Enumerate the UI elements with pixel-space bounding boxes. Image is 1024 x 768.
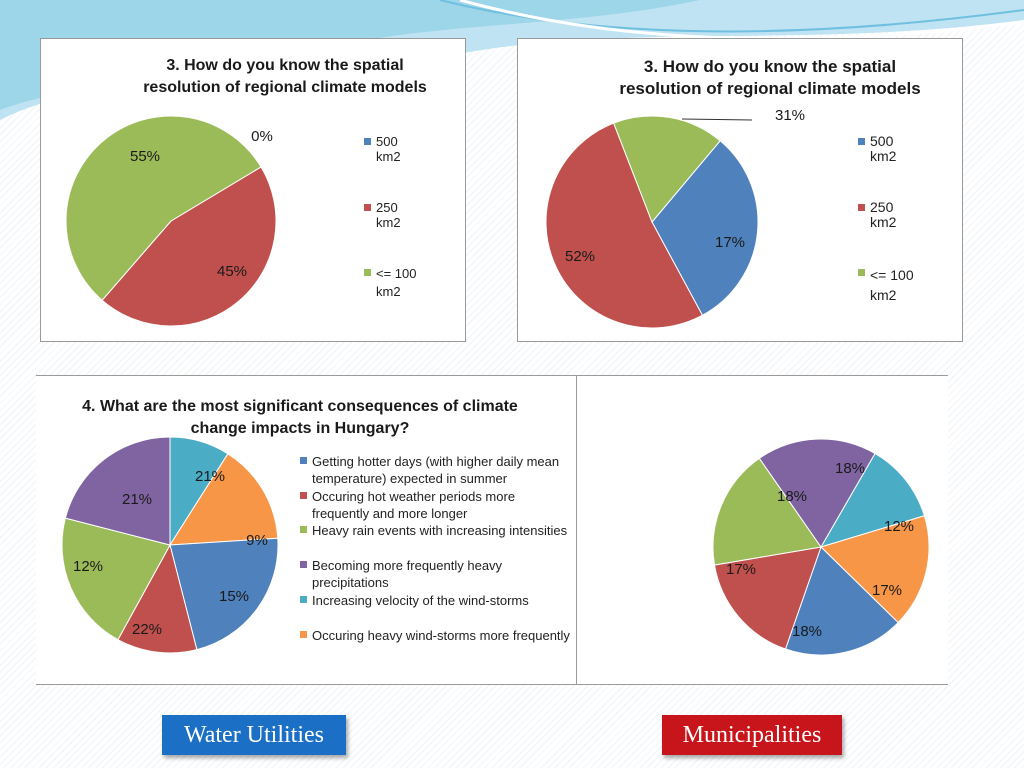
legend-label: Occuring heavy wind-storms more frequent… [312,628,570,643]
slice-label: 18% [792,623,822,640]
chart-title-muni-q3: 3. How do you know the spatial resolutio… [590,56,950,100]
chart-title-line: 4. What are the most significant consequ… [82,398,518,415]
slice-label: 31% [775,107,805,124]
legend-swatch [364,269,371,276]
legend-swatch [858,269,865,276]
pie-slice [712,457,822,566]
panel-divider [576,375,577,685]
slice-label: 15% [219,588,249,605]
legend-swatch [300,526,307,533]
slice-label: 21% [122,491,152,508]
pie-slice [613,115,721,223]
legend-label: 250 km2 [870,199,897,230]
slice-label: 17% [726,561,756,578]
legend-entry: 500 km2 [364,134,401,164]
pie-slice [651,140,759,316]
legend-label: Occuring hot weather periods more freque… [312,489,516,521]
pie-slice [101,166,277,327]
legend-swatch [300,457,307,464]
pie-slice [784,546,899,656]
pie-slice [820,515,930,624]
legend-entry: <= 100 km2 [364,265,436,301]
legend-label: Heavy rain events with increasing intens… [312,523,568,538]
slice-label: 9% [246,532,268,549]
legend-entry: 500 km2 [858,134,896,164]
pie-slice [64,436,171,546]
pie-slice [61,517,171,641]
legend-entry: Occuring heavy wind-storms more frequent… [300,627,574,644]
pie-slice [117,543,198,654]
slice-label: 0% [251,128,273,145]
legend-swatch [300,561,307,568]
slice-label: 17% [872,582,902,599]
legend-label: Becoming more frequently heavy precipita… [312,558,503,590]
slice-label: 12% [884,518,914,535]
slice-label: 22% [132,621,162,638]
slice-label: 17% [715,234,745,251]
legend-swatch [364,204,371,211]
slice-label: 18% [835,460,865,477]
chart-title-line: 3. How do you know the spatial [643,57,897,76]
legend-entry: Getting hotter days (with higher daily m… [300,453,574,487]
chart-title-line: 3. How do you know the spatial [166,57,404,74]
legend-label: <= 100 km2 [376,266,417,299]
legend-label: 250 km2 [376,200,401,230]
legend-swatch [300,631,307,638]
legend-swatch [300,596,307,603]
legend-entry: Heavy rain events with increasing intens… [300,522,574,539]
legend-swatch [300,492,307,499]
legend-swatch [364,138,371,145]
slice-label: 45% [217,263,247,280]
legend-label: <= 100 km2 [870,267,914,303]
chart-title-water-q3: 3. How do you know the spatial resolutio… [120,55,450,99]
slice-label: 18% [777,488,807,505]
water-utilities-label: Water Utilities [162,715,346,755]
legend-label: Getting hotter days (with higher daily m… [312,454,560,486]
legend-entry: Increasing velocity of the wind-storms [300,592,574,609]
legend-label: 500 km2 [376,134,401,164]
municipalities-label: Municipalities [662,715,842,755]
pie-slice [713,546,822,650]
leader-line [681,118,753,121]
chart-title-line: resolution of regional climate models [619,79,921,98]
legend-entry: 250 km2 [364,200,401,230]
pie-slice [545,122,704,329]
legend-label: 500 km2 [870,133,897,164]
chart-title-line: change impacts in Hungary? [190,420,410,437]
pie-slice [169,453,279,546]
pie-slice [65,115,262,301]
slice-label: 21% [195,468,225,485]
pie-slice [819,452,926,548]
chart-title-line: resolution of regional climate models [143,79,427,96]
slice-label: 12% [73,558,103,575]
legend-entry: Occuring hot weather periods more freque… [300,488,574,522]
legend-entry: Becoming more frequently heavy precipita… [300,557,574,591]
pie-slice [169,537,279,651]
slice-label: 55% [130,148,160,165]
legend-label: Increasing velocity of the wind-storms [312,593,529,608]
pie-slice [758,438,876,548]
slice-label: 52% [565,248,595,265]
legend-swatch [858,204,865,211]
legend-swatch [858,138,865,145]
chart-title-q4: 4. What are the most significant consequ… [40,396,560,440]
legend-entry: <= 100 km2 [858,265,932,305]
legend-entry: 250 km2 [858,200,896,230]
